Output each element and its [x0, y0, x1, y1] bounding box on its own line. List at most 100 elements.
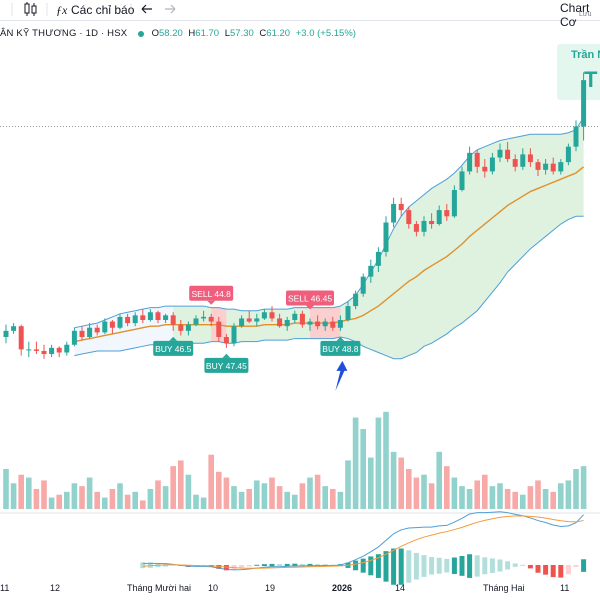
volume-bar — [56, 494, 62, 509]
undo-icon[interactable] — [141, 4, 152, 14]
candle — [436, 205, 442, 226]
candle-body — [573, 126, 579, 147]
candle — [147, 309, 153, 322]
macd-histogram-bar — [573, 565, 579, 567]
macd-histogram-bar — [398, 548, 404, 585]
macd-histogram-bar — [299, 563, 305, 567]
candle-body — [307, 321, 313, 325]
close-value: 61.20 — [266, 28, 291, 39]
candle — [292, 310, 298, 324]
volume-bar — [26, 477, 32, 509]
candle — [375, 247, 381, 273]
candle — [178, 320, 184, 336]
candle-type-icon[interactable] — [24, 2, 37, 16]
candle-body — [193, 318, 199, 325]
volume-bar — [238, 491, 245, 509]
sell-zone — [310, 306, 341, 339]
candle — [505, 142, 511, 163]
candle — [558, 159, 564, 175]
indicators-button[interactable]: Các chỉ báo — [71, 3, 135, 17]
time-axis: 11 12 Tháng Mười hai 10 19 2026 14 Tháng Hai 11 — [0, 583, 569, 593]
candle — [239, 315, 245, 328]
candle-body — [125, 316, 131, 324]
volume-bar — [482, 474, 488, 509]
chart-layout-name[interactable]: Chart Cơ — [560, 1, 590, 29]
macd-histogram-bar — [489, 558, 495, 573]
candle-body — [543, 163, 549, 170]
candle-body — [239, 318, 245, 327]
candle-body — [3, 330, 9, 338]
redo-icon[interactable] — [165, 4, 176, 14]
candle-body — [368, 265, 374, 277]
macd-histogram-bar — [330, 564, 336, 566]
candle — [550, 157, 556, 175]
volume-bar — [261, 483, 268, 509]
macd-histogram-bar — [474, 555, 480, 577]
macd-histogram-bar — [284, 563, 290, 567]
candle-body — [18, 326, 24, 350]
candle — [193, 315, 199, 327]
low-value: 57.30 — [230, 28, 254, 39]
signal-zones — [74, 117, 584, 359]
candle-body — [444, 210, 450, 217]
symbol-title[interactable]: ÂN KỸ THƯƠNG · 1D · HSX — [0, 28, 128, 39]
volume-bar — [573, 469, 579, 509]
candle — [201, 310, 207, 322]
candle-body — [299, 313, 305, 325]
macd-histogram-bar — [527, 565, 533, 569]
volume-bar — [497, 483, 503, 509]
macd-pane — [140, 511, 587, 585]
macd-histogram-bar — [383, 551, 389, 582]
candle — [474, 149, 480, 173]
signal-text: BUY 47.45 — [206, 361, 247, 371]
volume-bar — [292, 494, 298, 509]
volume-bar — [421, 474, 427, 509]
volume-bar — [451, 477, 458, 509]
macd-histogram-bar — [193, 565, 199, 567]
candle — [49, 344, 55, 358]
candle-body — [558, 162, 564, 172]
candle-body — [474, 152, 480, 167]
candle-body — [216, 321, 222, 338]
candle-body — [550, 163, 556, 172]
volume-bar — [147, 489, 154, 509]
candle-body — [71, 330, 77, 345]
volume-bar — [558, 483, 564, 509]
candle-body — [94, 327, 100, 333]
macd-histogram-bar — [436, 557, 442, 574]
macd-histogram-bar — [239, 565, 245, 569]
volume-bar — [314, 474, 321, 509]
macd-histogram-bar — [277, 564, 283, 567]
volume-bar — [86, 477, 93, 509]
candle — [56, 346, 62, 358]
change-value: +3.0 (+5.15%) — [295, 28, 356, 39]
candle-body — [155, 312, 161, 320]
candle — [413, 220, 419, 237]
volume-bar — [178, 460, 184, 509]
volume-bar — [466, 489, 473, 509]
open-key: O — [151, 28, 159, 39]
candle-body — [527, 154, 533, 163]
macd-histogram-bar — [178, 565, 184, 566]
volume-bar — [208, 454, 214, 509]
candle-body — [406, 210, 412, 225]
macd-histogram-bar — [163, 563, 169, 567]
candle — [421, 216, 427, 237]
signal-box — [153, 340, 194, 356]
candle-body — [451, 190, 457, 217]
volume-bar — [185, 474, 192, 509]
candle — [26, 341, 32, 358]
indicators-fx-icon[interactable]: ƒx — [56, 3, 68, 17]
candle — [71, 327, 77, 347]
candle — [451, 185, 457, 218]
candle-body — [231, 326, 237, 344]
volume-bar — [550, 491, 556, 509]
candle — [185, 321, 191, 336]
volume-bar — [390, 451, 397, 509]
candle-body — [26, 349, 32, 351]
candle — [406, 207, 412, 229]
x-tick-label: 11 — [0, 583, 9, 593]
signal-pointer — [207, 300, 216, 305]
candle-body — [535, 162, 541, 170]
